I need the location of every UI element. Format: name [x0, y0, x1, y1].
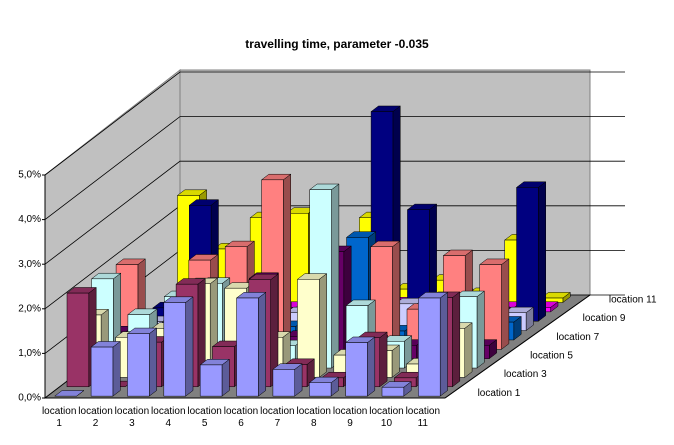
depth-tick-label: location 1 — [478, 388, 521, 399]
bar-side — [149, 327, 157, 397]
bar-front — [381, 386, 405, 397]
x-tick-label: location 10 — [369, 406, 404, 429]
bar-side — [112, 340, 121, 397]
bar — [369, 240, 401, 350]
y-tick-label: 4,0% — [18, 214, 41, 225]
bar-side — [464, 322, 473, 378]
bar-front — [516, 187, 539, 322]
bar-front — [163, 302, 186, 397]
bar-side — [367, 336, 376, 397]
bar — [381, 381, 412, 397]
x-tick-label: location 5 — [187, 406, 222, 429]
bar — [296, 273, 328, 378]
bar — [515, 181, 547, 322]
bar-top — [53, 390, 85, 397]
bar — [272, 363, 303, 397]
bar-side — [283, 173, 291, 350]
bar-side — [452, 291, 461, 388]
chart-title: travelling time, parameter -0.035 — [245, 37, 429, 51]
depth-tick-label: location 3 — [504, 369, 547, 380]
x-tick-label: location 1 — [41, 406, 77, 429]
bar-front — [90, 346, 114, 397]
bar — [199, 358, 231, 397]
bar-front — [272, 369, 295, 397]
y-tick-label: 3,0% — [18, 259, 41, 270]
bar-front — [199, 364, 223, 397]
y-tick-label: 0,0% — [18, 393, 41, 404]
bar-side — [221, 358, 230, 397]
x-tick-label: location 11 — [405, 406, 441, 429]
grid-line — [44, 71, 625, 176]
bar-side — [476, 290, 485, 369]
y-tick-label: 2,0% — [18, 303, 41, 314]
bar-side — [319, 273, 327, 378]
depth-tick-label: location 5 — [530, 351, 573, 362]
bar — [406, 203, 438, 322]
bar-side — [392, 240, 401, 350]
bar-front — [127, 333, 150, 397]
bar — [478, 258, 510, 350]
bar-side — [258, 291, 266, 397]
bar — [417, 291, 449, 397]
bar-side — [501, 258, 510, 350]
bar-front — [309, 382, 332, 397]
x-tick-label: location 7 — [260, 406, 295, 429]
x-tick-label: location 6 — [223, 406, 259, 429]
grid-line — [44, 116, 625, 220]
bar-side — [439, 291, 448, 397]
depth-axis — [444, 294, 591, 399]
bar — [90, 340, 122, 397]
y-tick-label: 1,0% — [18, 348, 41, 359]
x-tick-label: location 4 — [151, 406, 186, 429]
bar-side — [538, 181, 546, 322]
bar — [344, 336, 376, 397]
bar-front — [236, 297, 259, 397]
x-tick-label: location 2 — [78, 406, 113, 429]
bar — [53, 390, 85, 397]
depth-tick-label: location 11 — [609, 294, 657, 305]
bar-front — [345, 342, 368, 397]
bar-front — [66, 292, 90, 388]
bar — [126, 327, 158, 397]
depth-tick-label: location 7 — [556, 332, 599, 343]
bar-side — [185, 296, 194, 397]
bar — [163, 296, 194, 397]
bar — [235, 291, 267, 397]
y-tick-label: 5,0% — [18, 170, 41, 181]
x-tick-label: location 3 — [114, 406, 150, 429]
bar-side — [331, 183, 340, 369]
bar-front — [418, 297, 441, 397]
grid-line — [44, 160, 625, 265]
x-tick-label: location 9 — [332, 406, 368, 429]
bar-side — [379, 331, 388, 388]
x-tick-label: location 8 — [296, 406, 331, 429]
depth-tick-label: location 9 — [583, 313, 626, 324]
bar — [308, 376, 340, 397]
